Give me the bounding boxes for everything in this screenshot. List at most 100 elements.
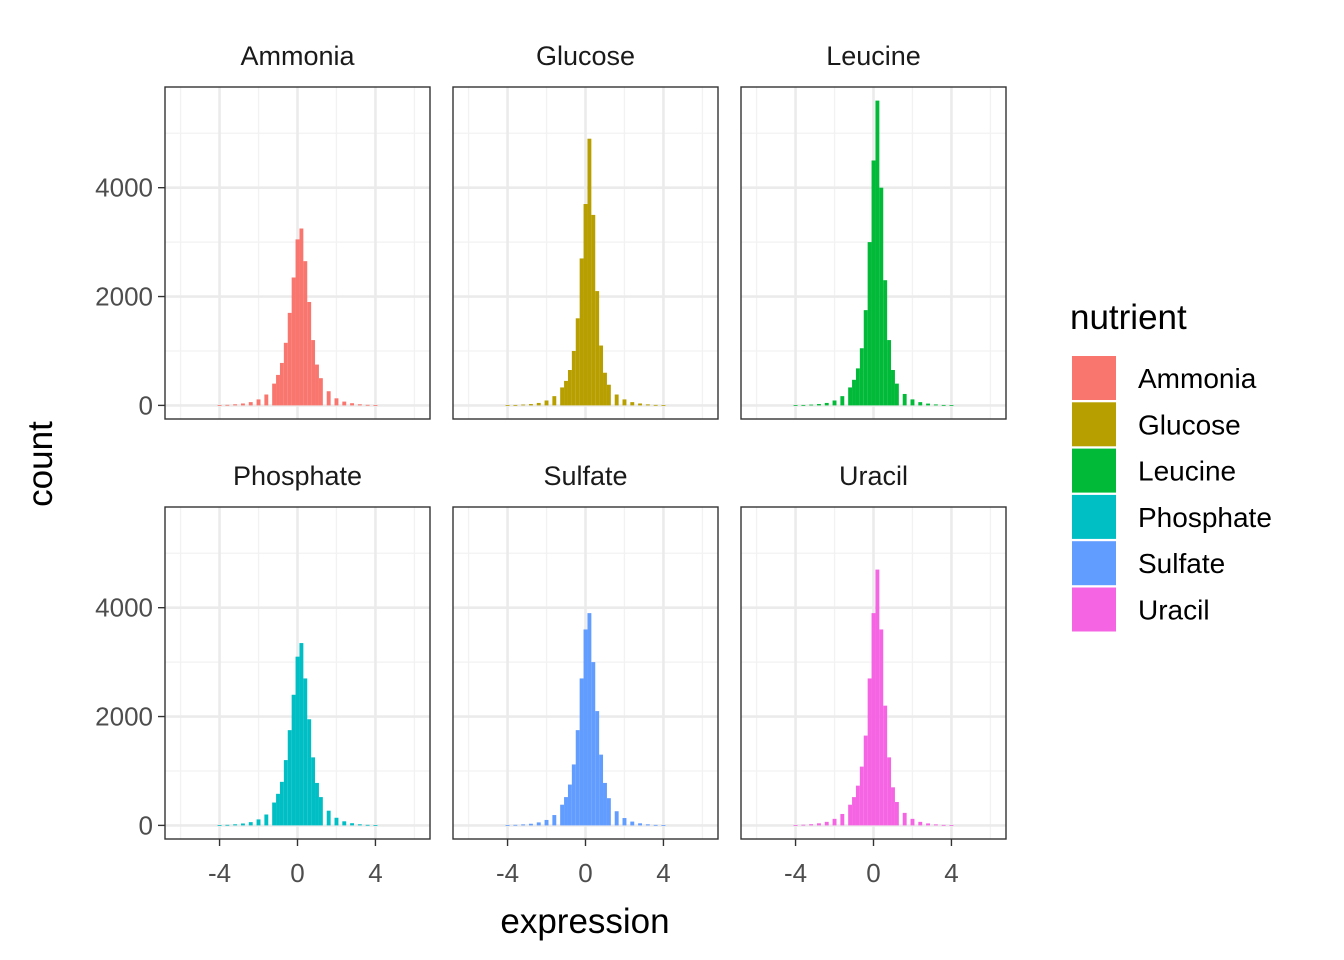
histogram-bar [315, 782, 319, 826]
histogram-bar [560, 804, 565, 826]
histogram-bar [840, 396, 845, 406]
facet-title-leucine: Leucine [826, 41, 921, 71]
histogram-bar [571, 764, 576, 826]
histogram-bar [910, 818, 915, 826]
legend: nutrient Ammonia Glucose Leucine Phosphate S… [1070, 298, 1272, 632]
histogram-bar [536, 822, 541, 826]
histogram-bar [603, 372, 607, 406]
histogram-bar [910, 399, 915, 406]
histogram-bar [225, 404, 230, 406]
histogram-bar [357, 404, 362, 406]
histogram-bar [855, 785, 860, 826]
histogram-bar [871, 613, 876, 826]
histogram-bar [933, 404, 938, 406]
histogram-bar [303, 678, 308, 826]
histogram-bar [622, 818, 627, 826]
histogram-bar [560, 387, 565, 406]
histogram-bar [587, 613, 592, 826]
histogram-bar [256, 819, 261, 826]
histogram-bar [949, 405, 954, 406]
histogram-bar [326, 391, 331, 406]
histogram-bar [883, 280, 888, 406]
x-tick-label: -4 [784, 858, 807, 888]
histogram-bar [879, 187, 884, 406]
histogram-bar [544, 400, 549, 406]
histogram-bar [513, 404, 518, 406]
facet-panel-uracil: Uracil [740, 461, 1007, 840]
histogram-bar [264, 394, 269, 406]
histogram-bar [606, 798, 611, 826]
legend-label-glucose: Glucose [1138, 409, 1241, 440]
histogram-bar [307, 719, 312, 826]
histogram-bar [824, 821, 829, 826]
legend-label-leucine: Leucine [1138, 456, 1236, 487]
histogram-bar [248, 402, 253, 406]
histogram-bar [902, 812, 907, 826]
histogram-bar [918, 821, 923, 826]
histogram-bar [645, 404, 650, 406]
facet-panel-glucose: Glucose [452, 41, 719, 420]
histogram-bar [217, 405, 222, 406]
x-tick-label: 0 [866, 858, 880, 888]
histogram-bar [342, 821, 347, 826]
histogram-bar [887, 757, 892, 826]
legend-swatch-ammonia [1072, 356, 1116, 400]
histogram-bar [653, 824, 658, 826]
histogram-bar [350, 823, 355, 826]
histogram-bar [326, 810, 331, 826]
x-tick-label: 4 [656, 858, 670, 888]
histogram-bar [357, 824, 362, 826]
histogram-bar [318, 797, 323, 826]
histogram-bar [350, 403, 355, 406]
histogram-bar [661, 825, 666, 826]
histogram-bar [318, 378, 323, 406]
histogram-bar [599, 345, 604, 406]
legend-swatch-phosphate [1072, 494, 1116, 539]
histogram-bar [276, 793, 280, 826]
histogram-bar [848, 387, 853, 406]
histogram-bar [824, 402, 829, 406]
histogram-bar [575, 318, 580, 406]
y-tick-label: 2000 [95, 702, 153, 732]
histogram-bar [536, 402, 541, 406]
histogram-bar [571, 350, 576, 406]
histogram-bar [852, 379, 856, 406]
histogram-bar [887, 340, 892, 406]
histogram-bar [233, 404, 238, 406]
histogram-bar [283, 760, 288, 826]
histogram-bar [816, 404, 821, 406]
histogram-bar [949, 825, 954, 826]
histogram-bar [875, 569, 880, 826]
histogram-bar [564, 797, 568, 826]
histogram-bar [583, 629, 588, 826]
x-tick-label: 0 [290, 858, 304, 888]
histogram-bar [303, 261, 308, 406]
y-tick-label: 2000 [95, 282, 153, 312]
histogram-bar [638, 823, 643, 826]
facet-title-phosphate: Phosphate [233, 461, 362, 491]
histogram-bar [902, 393, 907, 406]
histogram-bar [521, 404, 526, 406]
y-axes: 0 2000 4000 0 2000 4000 [95, 173, 165, 840]
histogram-bar [299, 228, 304, 406]
legend-swatch-leucine [1072, 448, 1116, 493]
histogram-bar [801, 404, 806, 406]
histogram-bar [867, 242, 872, 406]
histogram-bar [918, 402, 923, 406]
histogram-bar [638, 403, 643, 406]
histogram-bar [295, 239, 300, 406]
histogram-bar [933, 824, 938, 826]
legend-label-sulfate: Sulfate [1138, 548, 1225, 579]
histogram-bar [295, 656, 300, 826]
facet-title-sulfate: Sulfate [543, 461, 627, 491]
facet-panels: Ammonia Glucose Leucine Phosphate Sulfate Ura… [164, 41, 1007, 840]
histogram-bar [283, 342, 288, 406]
histogram-bar [614, 394, 619, 406]
histogram-bar [299, 643, 304, 826]
facet-title-glucose: Glucose [536, 41, 635, 71]
legend-swatch-glucose [1072, 402, 1116, 447]
histogram-bar [233, 824, 238, 826]
histogram-bar [894, 801, 899, 826]
histogram-bar [591, 662, 596, 826]
